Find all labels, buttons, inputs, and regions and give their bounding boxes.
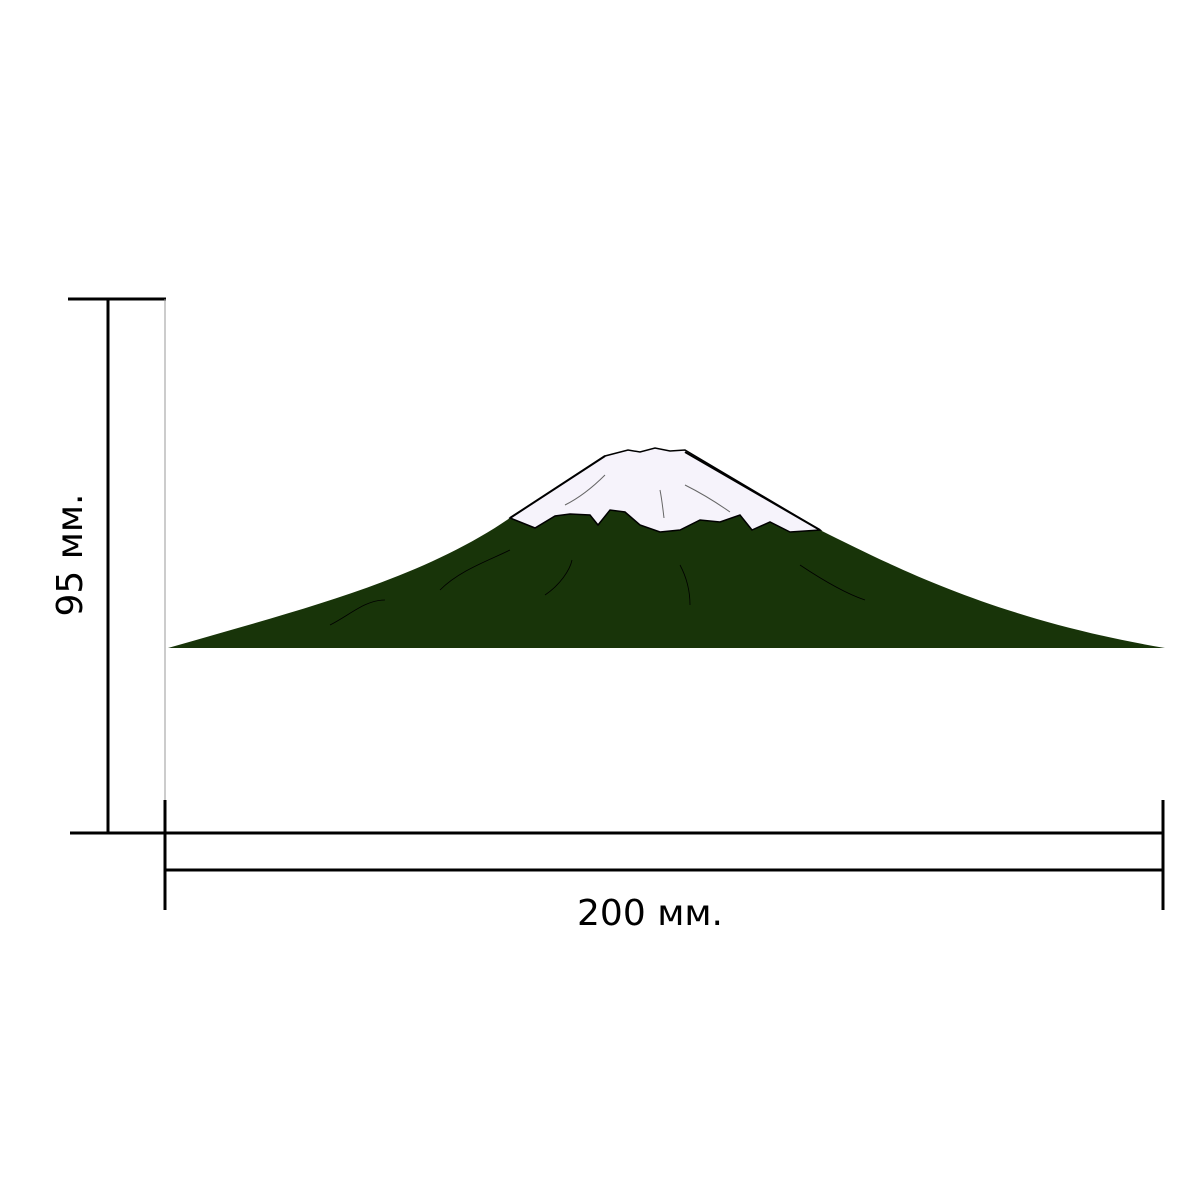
width-label: 200 мм. <box>577 893 723 934</box>
height-dimension: 95 мм. <box>50 297 166 835</box>
height-label: 95 мм. <box>50 493 91 616</box>
width-dimension: 200 мм. <box>163 800 1165 934</box>
snow-lines <box>564 474 731 519</box>
snow-cap <box>508 447 823 533</box>
mountain <box>168 447 1165 648</box>
mountain-body <box>168 452 1165 648</box>
slope-lines <box>329 549 866 626</box>
outline <box>509 451 821 531</box>
